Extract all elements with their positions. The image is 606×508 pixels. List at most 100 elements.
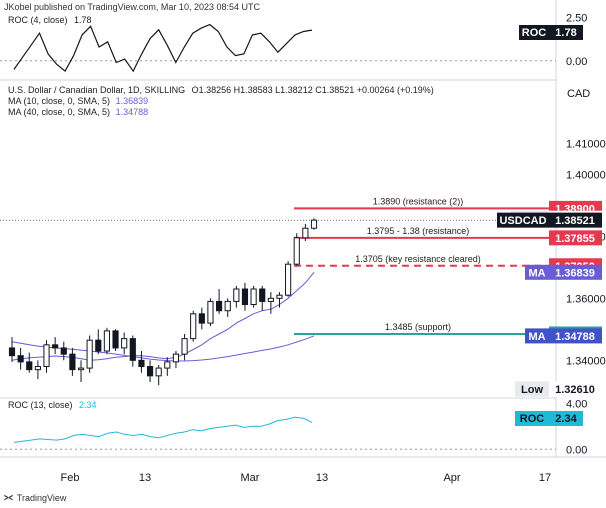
candle-3	[34, 360, 41, 379]
candle-21	[190, 310, 197, 342]
time-tick-4: Apr	[443, 472, 460, 484]
candle-body-13	[121, 338, 128, 349]
candle-35	[310, 218, 318, 230]
ma40-badge-value: 1.34788	[555, 331, 595, 343]
candles-group	[8, 218, 318, 386]
price-tick-4: 1.34000	[566, 355, 606, 367]
low-badge-tag-text: Low	[521, 384, 543, 396]
candle-4	[43, 340, 50, 373]
candle-body-2	[26, 361, 33, 371]
candle-body-33	[293, 237, 300, 265]
roc-top-tick-1: 0.00	[566, 56, 587, 68]
candle-body-11	[103, 330, 111, 352]
candle-body-7	[69, 353, 76, 371]
candle-body-26	[233, 288, 240, 302]
candle-25	[224, 298, 231, 317]
roc-bottom-label: ROC (13, close) 2.34	[8, 400, 97, 410]
candle-body-0	[8, 347, 16, 357]
candle-17	[155, 364, 162, 386]
candle-body-30	[267, 297, 274, 302]
price-tick-1: 1.40000	[566, 169, 606, 181]
candle-6	[60, 341, 67, 361]
candle-body-20	[181, 338, 188, 355]
candle-23	[207, 298, 214, 327]
roc-top-label: ROC (4, close) 1.78	[8, 15, 92, 25]
last-badge-value: 1.38521	[555, 215, 595, 227]
instrument-title: U.S. Dollar / Canadian Dollar, 1D, SKILL…	[8, 85, 434, 95]
candle-body-17	[155, 367, 162, 377]
candle-31	[276, 292, 283, 308]
candle-body-29	[259, 288, 266, 302]
ma40-badge-tag-text: MA	[528, 331, 545, 343]
candle-22	[198, 307, 205, 330]
time-tick-0: Feb	[61, 472, 80, 484]
candle-14	[129, 335, 136, 367]
roc-top-badge: ROC 1.78	[519, 25, 583, 40]
candle-body-8	[77, 367, 85, 371]
level-label-0: 1.3890 (resistance (2))	[373, 196, 464, 206]
ma10-badge-tag	[525, 264, 549, 280]
candle-body-25	[224, 300, 231, 312]
candle-body-31	[276, 294, 283, 299]
ma10-badge-value: 1.36839	[555, 267, 595, 279]
candle-9	[86, 335, 93, 373]
price-tick-3: 1.36000	[566, 293, 606, 305]
candle-body-28	[250, 288, 257, 306]
candle-body-1	[17, 355, 24, 363]
candle-5	[52, 337, 59, 355]
candle-13	[121, 332, 128, 355]
candle-body-19	[172, 353, 180, 363]
footer: ⪥ TradingView	[4, 492, 66, 503]
candle-26	[233, 285, 240, 308]
price-badges: 1.389001.378551.370501.348501.38583High1…	[497, 200, 602, 397]
candle-body-22	[198, 313, 205, 324]
svg-text:2.34: 2.34	[555, 413, 577, 425]
last-badge-tag	[497, 212, 549, 228]
candle-body-15	[138, 359, 145, 368]
candle-18	[164, 357, 171, 376]
candle-body-10	[95, 339, 102, 352]
candle-body-24	[215, 300, 223, 312]
svg-text:ROC: ROC	[522, 27, 547, 39]
candle-body-5	[52, 344, 59, 349]
roc-bottom-line	[13, 416, 313, 443]
candle-34	[302, 223, 309, 241]
candle-12	[112, 329, 119, 352]
candle-1	[17, 347, 24, 370]
candle-24	[215, 289, 223, 314]
candle-body-4	[43, 344, 50, 368]
low-badge-box	[549, 381, 602, 397]
candle-body-18	[164, 361, 171, 369]
level-label-1: 1.3795 - 1.38 (resistance)	[367, 226, 470, 236]
candle-29	[259, 285, 266, 311]
candle-2	[26, 352, 33, 373]
candle-body-23	[207, 300, 214, 324]
time-tick-2: Mar	[241, 472, 260, 484]
roc-bottom-tick-0: 4.00	[566, 398, 587, 410]
candle-body-32	[285, 263, 292, 296]
candle-body-9	[86, 339, 93, 369]
candle-body-6	[60, 347, 67, 355]
candle-10	[95, 329, 102, 355]
price-tick-0: 1.41000	[566, 138, 606, 150]
candle-body-3	[34, 366, 41, 371]
roc-top-axis: 2.50 0.00	[566, 13, 587, 68]
svg-text:ROC: ROC	[520, 413, 545, 425]
last-badge-tag-text: USDCAD	[499, 215, 546, 227]
candle-15	[138, 351, 145, 373]
time-tick-1: 13	[139, 472, 151, 484]
svg-text:1.78: 1.78	[555, 27, 576, 39]
low-badge-value: 1.32610	[555, 384, 595, 396]
candle-27	[241, 282, 249, 311]
ma10-legend: MA (10, close, 0, SMA, 5) 1.36839	[8, 96, 148, 106]
currency-label: CAD	[567, 88, 590, 100]
level-label-2: 1.3705 (key resistance cleared)	[355, 254, 481, 264]
publisher-header: JKobel published on TradingView.com, Mar…	[4, 2, 260, 12]
tradingview-logo-icon: ⪥	[4, 492, 13, 503]
candle-20	[181, 333, 188, 361]
level-badge-1-box	[549, 230, 602, 246]
candle-16	[146, 360, 154, 383]
time-axis: Feb 13 Mar 13 Apr 17	[61, 472, 552, 484]
candle-32	[285, 261, 292, 297]
